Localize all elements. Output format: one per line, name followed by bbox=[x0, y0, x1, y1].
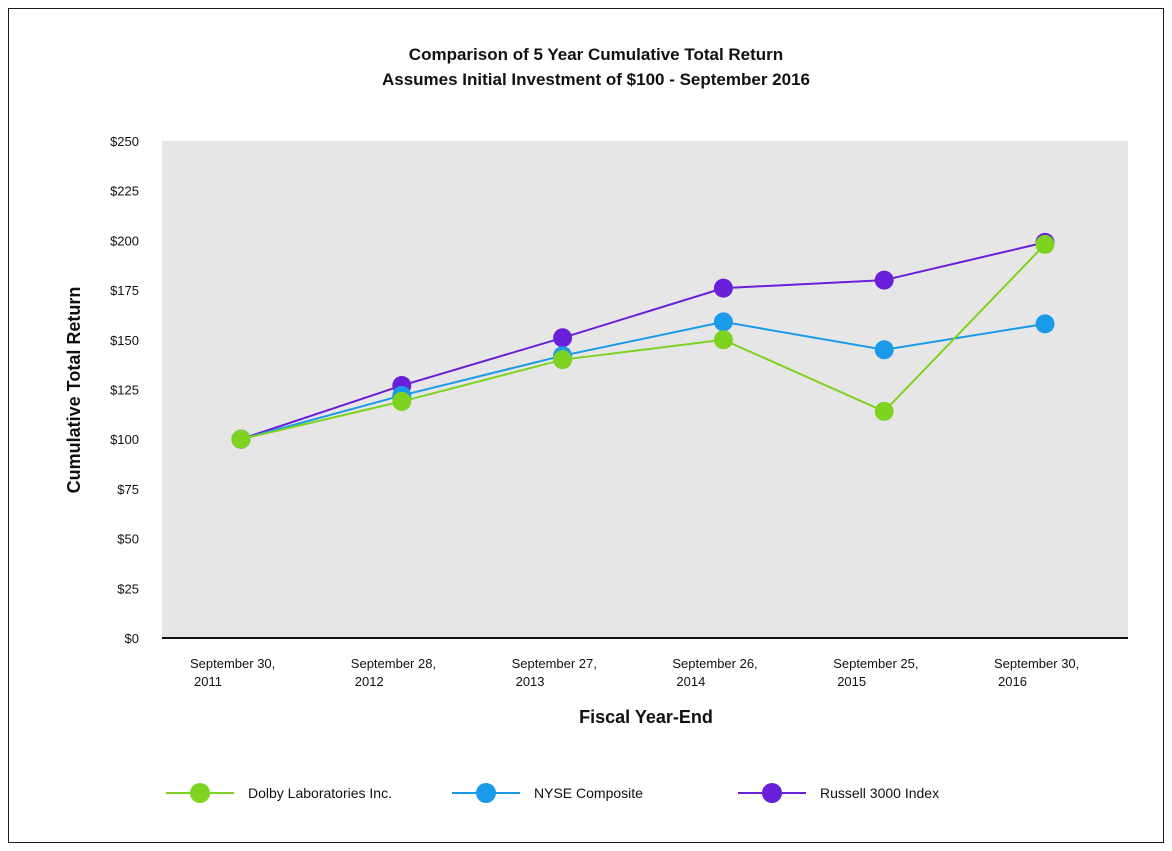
data-point bbox=[553, 350, 573, 370]
y-tick-label: $75 bbox=[117, 482, 139, 497]
x-axis-ticks: September 30, 2011 September 28, 2012 Septem… bbox=[190, 656, 1079, 689]
y-tick-label: $250 bbox=[110, 134, 139, 149]
y-tick-label: $25 bbox=[117, 581, 139, 596]
legend-label: NYSE Composite bbox=[534, 785, 643, 801]
x-tick-label: September 27, 2013 bbox=[512, 656, 597, 689]
y-tick-label: $225 bbox=[110, 184, 139, 199]
y-tick-label: $150 bbox=[110, 333, 139, 348]
data-point bbox=[1035, 314, 1055, 334]
x-tick-label: September 30, 2016 bbox=[994, 656, 1079, 689]
data-point bbox=[874, 340, 894, 360]
y-tick-label: $50 bbox=[117, 532, 139, 547]
data-point bbox=[713, 330, 733, 350]
y-axis-ticks: $0 $25 $50 $75 $100 $125 $150 $175 $200 $225 $250 bbox=[110, 134, 139, 646]
legend-label: Dolby Laboratories Inc. bbox=[248, 785, 392, 801]
x-axis-title: Fiscal Year-End bbox=[579, 707, 713, 727]
y-tick-label: $125 bbox=[110, 383, 139, 398]
data-point bbox=[874, 401, 894, 421]
y-axis-title: Cumulative Total Return bbox=[64, 287, 84, 494]
series-russell-3000-index bbox=[231, 232, 1055, 449]
data-point bbox=[874, 270, 894, 290]
legend-marker bbox=[476, 783, 496, 803]
x-tick-label: September 26, 2014 bbox=[672, 656, 757, 689]
x-tick-label: September 25, 2015 bbox=[833, 656, 918, 689]
series-line bbox=[240, 320, 1046, 441]
x-tick-label: September 28, 2012 bbox=[351, 656, 436, 689]
series-dolby-laboratories-inc bbox=[231, 234, 1055, 449]
legend-marker bbox=[190, 783, 210, 803]
legend-item: Dolby Laboratories Inc. bbox=[166, 783, 392, 803]
chart-title: Comparison of 5 Year Cumulative Total Re… bbox=[409, 45, 783, 64]
plot-area bbox=[162, 141, 1128, 638]
data-point bbox=[392, 391, 412, 411]
x-tick-label: September 30, 2011 bbox=[190, 656, 275, 689]
legend-marker bbox=[762, 783, 782, 803]
data-point bbox=[713, 312, 733, 332]
series-line bbox=[240, 241, 1046, 441]
legend: Dolby Laboratories Inc. NYSE Composite Rus… bbox=[166, 783, 939, 803]
y-tick-label: $175 bbox=[110, 283, 139, 298]
legend-item: Russell 3000 Index bbox=[738, 783, 939, 803]
y-tick-label: $100 bbox=[110, 432, 139, 447]
data-point bbox=[713, 278, 733, 298]
legend-item: NYSE Composite bbox=[452, 783, 643, 803]
data-point bbox=[231, 429, 251, 449]
data-point bbox=[553, 328, 573, 348]
series-layer bbox=[231, 232, 1055, 449]
data-point bbox=[1035, 234, 1055, 254]
chart-subtitle: Assumes Initial Investment of $100 - Sep… bbox=[382, 70, 810, 89]
legend-label: Russell 3000 Index bbox=[820, 785, 939, 801]
series-line bbox=[240, 243, 1046, 441]
y-tick-label: $0 bbox=[125, 631, 139, 646]
y-tick-label: $200 bbox=[110, 233, 139, 248]
